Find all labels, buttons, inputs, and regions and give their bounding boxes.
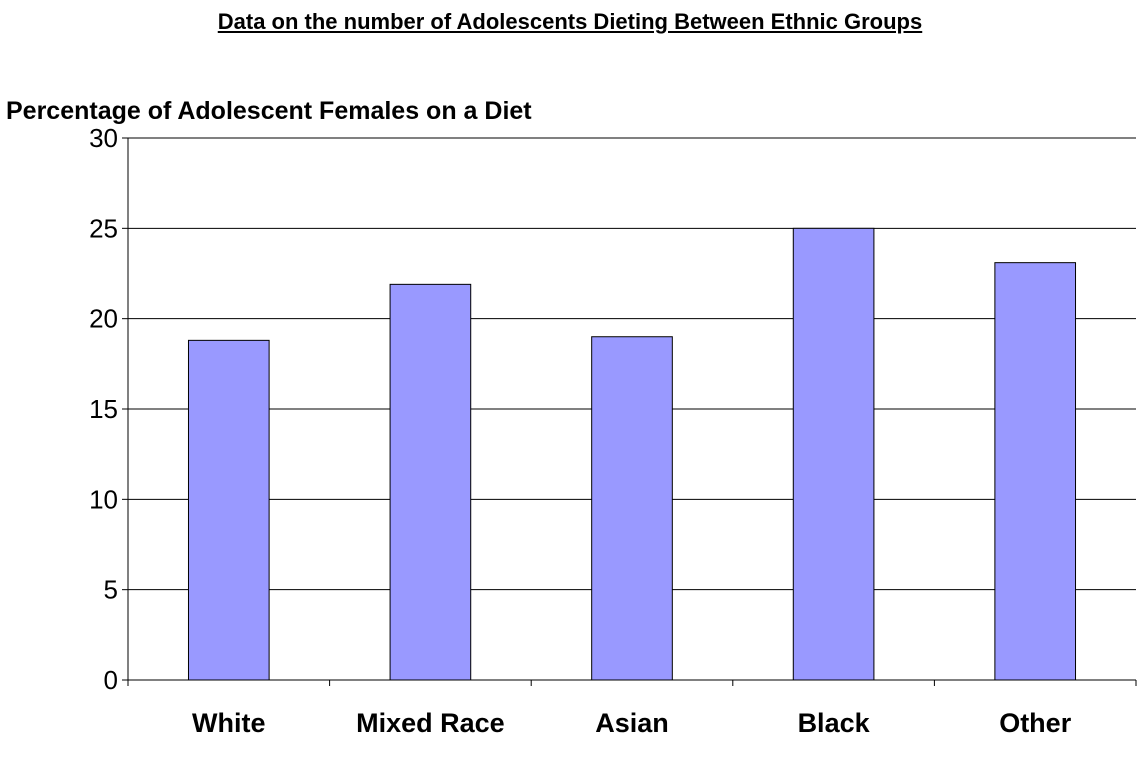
bar-mixed-race [389,283,472,681]
y-tick-label-10: 10 [89,484,118,514]
x-tick-label-asian: Asian [595,708,669,738]
y-tick-label-0: 0 [104,665,118,695]
y-tick-label-15: 15 [89,394,118,424]
y-tick-label-30: 30 [89,123,118,153]
y-tick-label-25: 25 [89,213,118,243]
bar-other [994,262,1077,681]
bar-asian [591,336,673,681]
y-tick-label-5: 5 [104,575,118,605]
x-tick-label-other: Other [999,708,1072,738]
bar-black [792,227,875,681]
y-tick-label-20: 20 [89,304,118,334]
x-tick-label-mixed-race: Mixed Race [356,708,505,738]
bar-white [187,339,270,681]
chart-title: Percentage of Adolescent Females on a Di… [6,97,532,125]
page-heading: Data on the number of Adolescents Dietin… [217,9,923,34]
x-tick-label-black: Black [798,708,871,738]
x-tick-label-white: White [192,708,266,738]
